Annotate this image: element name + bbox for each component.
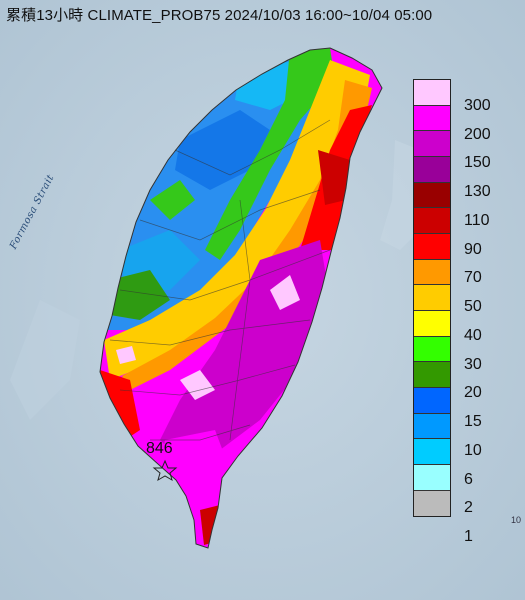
legend-swatch-300: [414, 80, 450, 106]
legend-swatch-40: [414, 285, 450, 311]
map-title: 累積13小時 CLIMATE_PROB75 2024/10/03 16:00~1…: [6, 7, 433, 24]
legend-label: 30: [464, 356, 482, 373]
legend-swatch-90: [414, 208, 450, 234]
legend-label: 1: [464, 528, 473, 545]
legend-label: 6: [464, 471, 473, 488]
legend-label: 20: [464, 384, 482, 401]
legend-label: 130: [464, 183, 491, 200]
peak-star-icon: [152, 459, 178, 482]
legend-label: 110: [464, 212, 490, 229]
edge-tick-label: 10: [511, 515, 522, 525]
legend-label: 40: [464, 327, 482, 344]
legend-swatch-50: [414, 259, 450, 286]
legend-swatch-2: [414, 439, 450, 465]
legend-swatch-20: [414, 336, 450, 363]
legend-swatch-110: [414, 182, 450, 209]
legend-label: 70: [464, 269, 482, 286]
legend-swatch-none: [414, 490, 450, 517]
legend-label: 150: [464, 154, 491, 171]
legend-swatch-30: [414, 310, 450, 337]
legend-label: 50: [464, 298, 482, 315]
legend-swatch-1: [414, 464, 450, 491]
legend-swatch-15: [414, 362, 450, 388]
legend-label: 15: [464, 413, 482, 430]
legend-label: 200: [464, 126, 491, 143]
legend-swatch-70: [414, 233, 450, 260]
legend-swatch-10: [414, 387, 450, 414]
legend-swatch-200: [414, 105, 450, 132]
legend-label: 90: [464, 241, 482, 258]
legend-swatch-150: [414, 131, 450, 157]
legend-swatch-130: [414, 156, 450, 183]
color-legend: [413, 79, 451, 518]
legend-swatch-6: [414, 413, 450, 440]
legend-label: 300: [464, 97, 491, 114]
peak-value-label: 846: [146, 440, 173, 457]
legend-label: 2: [464, 499, 473, 516]
legend-label: 10: [464, 442, 482, 459]
